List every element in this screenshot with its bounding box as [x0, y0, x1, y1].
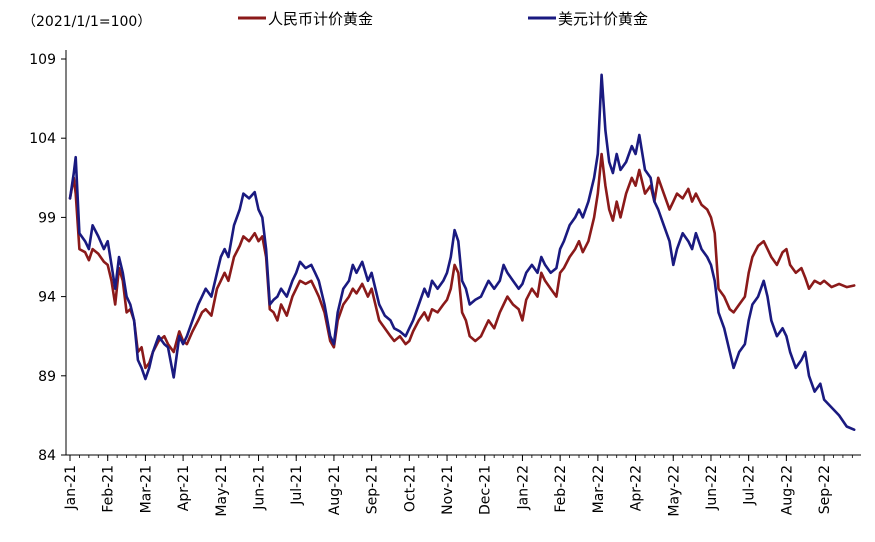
x-tick-label: Jul-21: [289, 465, 305, 506]
x-tick-label: Sep-22: [817, 465, 833, 514]
x-tick-label: Apr-22: [629, 465, 645, 511]
x-axis: Jan-21 Feb-21 Mar-21 Apr-21 May-21 Jun-21 Jul-…: [63, 454, 861, 517]
x-tick-label: Sep-21: [365, 465, 381, 514]
x-tick-label: Jul-22: [742, 465, 758, 506]
unit-label: （2021/1/1=100）: [22, 14, 151, 30]
x-tick-label: Jan-22: [515, 465, 531, 510]
y-tick-label: 84: [38, 448, 56, 464]
y-tick-label: 109: [29, 52, 56, 68]
x-tick-label: Nov-21: [440, 465, 456, 515]
x-tick-label: Jun-22: [704, 465, 720, 511]
series-line-0: [68, 152, 856, 370]
x-tick-label: Dec-21: [478, 465, 494, 515]
x-tick-label: May-21: [214, 465, 230, 517]
x-tick-label: Mar-21: [138, 465, 154, 513]
legend-label-1: 美元计价黄金: [558, 10, 648, 28]
x-tick-label: Jan-21: [63, 465, 79, 510]
y-axis: 84 89 94 99 104 109: [29, 50, 67, 464]
legend-label-0: 人民币计价黄金: [268, 10, 373, 28]
x-tick-label: Jun-21: [252, 465, 268, 511]
x-tick-label: Mar-22: [591, 465, 607, 513]
x-tick-label: Feb-22: [553, 465, 569, 513]
x-tick-label: Apr-21: [176, 465, 192, 511]
x-tick-label: Aug-22: [779, 465, 795, 515]
x-tick-label: Feb-21: [101, 465, 117, 513]
y-tick-label: 104: [29, 131, 56, 147]
x-tick-label: Oct-21: [402, 465, 418, 512]
x-tick-label: May-22: [666, 465, 682, 517]
y-tick-label: 89: [38, 369, 56, 385]
y-tick-label: 99: [38, 210, 56, 226]
x-tick-label: Aug-21: [327, 465, 343, 515]
series-line-1: [68, 73, 856, 431]
y-tick-label: 94: [38, 290, 56, 306]
series-layer: [68, 73, 856, 431]
legend: 人民币计价黄金 美元计价黄金: [238, 10, 648, 28]
